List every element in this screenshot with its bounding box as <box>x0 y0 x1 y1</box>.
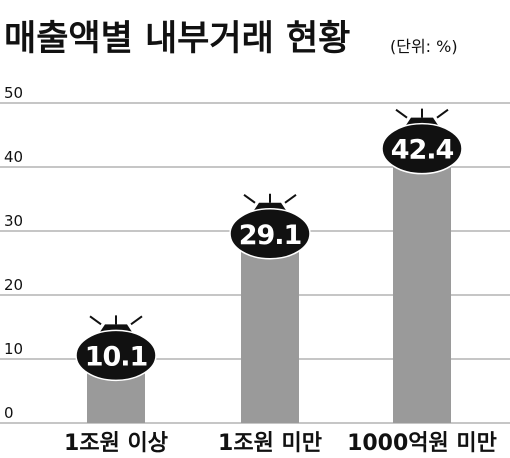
value-badge: 10.1 <box>75 315 157 382</box>
y-tick-label: 0 <box>4 404 14 422</box>
y-axis-ticks: 0 10 20 30 40 50 <box>4 84 23 422</box>
bar <box>393 151 451 423</box>
badge-ribbon <box>243 193 297 204</box>
value-badge: 29.1 <box>229 193 311 260</box>
y-tick-label: 10 <box>4 340 23 358</box>
value-badge: 42.4 <box>381 108 463 175</box>
category-label: 1조원 미만 <box>218 431 322 456</box>
badge-ribbon <box>395 108 449 119</box>
badge-body <box>229 208 311 260</box>
bar <box>241 236 299 423</box>
value-label: 29.1 <box>239 220 302 251</box>
unit-label: (단위: %) <box>390 37 458 56</box>
value-label: 42.4 <box>391 135 454 166</box>
y-tick-label: 40 <box>4 148 23 166</box>
y-tick-label: 30 <box>4 212 23 230</box>
y-tick-label: 50 <box>4 84 23 102</box>
x-axis-labels: 1조원 이상 1조원 미만 1000억원 미만 <box>64 431 497 456</box>
category-label: 1조원 이상 <box>64 431 168 456</box>
bars <box>87 151 451 423</box>
chart-title: 매출액별 내부거래 현황 <box>4 19 350 59</box>
badge-ribbon <box>89 315 143 326</box>
value-label: 10.1 <box>85 341 148 372</box>
value-badges: 10.1 29.1 42.4 <box>75 108 463 382</box>
badge-body <box>381 122 463 175</box>
category-label: 1000억원 미만 <box>347 431 497 456</box>
y-tick-label: 20 <box>4 276 23 294</box>
badge-body <box>75 329 157 382</box>
